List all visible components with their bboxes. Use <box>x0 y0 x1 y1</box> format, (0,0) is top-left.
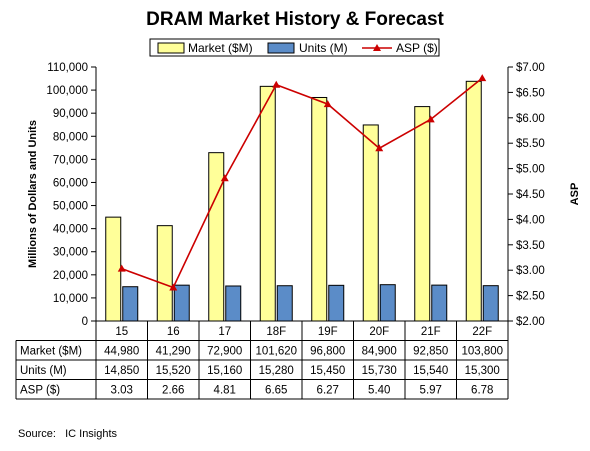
y2-tick-label: $5.00 <box>516 164 545 176</box>
asp-point <box>117 264 126 272</box>
bar-units <box>122 286 139 322</box>
table-cell: 6.78 <box>471 384 493 396</box>
y-tick-label: 50,000 <box>53 201 88 213</box>
y-tick-label: 70,000 <box>53 154 88 166</box>
y2-tick-label: $2.50 <box>516 291 545 303</box>
y2-tick-label: $5.50 <box>516 138 545 150</box>
bar-units <box>173 284 190 322</box>
table-cell: 92,850 <box>413 345 448 357</box>
bar-market <box>414 106 431 322</box>
y-tick-label: 110,000 <box>47 62 88 74</box>
table-cell: 6.27 <box>317 384 339 396</box>
table-row-label: Units (M) <box>20 365 67 377</box>
bar-market <box>208 152 225 322</box>
table-cell: 2.66 <box>162 384 184 396</box>
table-cell: 15,160 <box>207 365 242 377</box>
bar-units <box>328 284 345 322</box>
bar-market <box>465 80 482 322</box>
table-row-label: Market ($M) <box>20 345 82 357</box>
y2-tick-label: $6.50 <box>516 87 545 99</box>
table-cell: 4.81 <box>214 384 236 396</box>
table-cell: 101,620 <box>255 345 297 357</box>
bar-units <box>431 284 448 322</box>
asp-point <box>169 283 178 291</box>
y-axis-title: Millions of Dollars and Units <box>27 120 39 268</box>
y2-tick-label: $4.00 <box>516 214 545 226</box>
table-cell: 41,290 <box>156 345 191 357</box>
bar-market <box>105 216 122 322</box>
y2-tick-label: $4.50 <box>516 189 545 201</box>
table-cell: 5.40 <box>368 384 390 396</box>
asp-point <box>478 74 487 82</box>
y2-tick-label: $7.00 <box>516 62 545 74</box>
table-cell: 5.97 <box>420 384 442 396</box>
table-row-label: ASP ($) <box>20 384 60 396</box>
x-tick-label: 21F <box>421 326 441 338</box>
table-cell: 6.65 <box>265 384 287 396</box>
bar-units <box>482 285 499 322</box>
table-cell: 15,520 <box>156 365 191 377</box>
legend-label-units: Units (M) <box>299 41 348 55</box>
y2-tick-label: $3.00 <box>516 265 545 277</box>
y2-axis-title: ASP <box>569 183 581 206</box>
x-tick-label: 19F <box>318 326 338 338</box>
source-note: Source: IC Insights <box>18 428 118 440</box>
legend-swatch-units <box>267 42 295 54</box>
table-cell: 15,300 <box>465 365 500 377</box>
table-cell: 14,850 <box>104 365 139 377</box>
table-cell: 15,450 <box>310 365 345 377</box>
y-tick-label: 30,000 <box>53 247 88 259</box>
asp-point <box>375 144 384 152</box>
x-tick-label: 18F <box>266 326 286 338</box>
legend-label-asp: ASP ($) <box>396 41 438 55</box>
x-tick-label: 22F <box>472 326 492 338</box>
bar-market <box>362 124 379 322</box>
y2-tick-label: $6.00 <box>516 113 545 125</box>
y2-tick-label: $3.50 <box>516 240 545 252</box>
bar-units <box>225 285 242 322</box>
chart-title: DRAM Market History & Forecast <box>146 9 444 30</box>
bar-market <box>259 85 276 322</box>
table-cell: 3.03 <box>111 384 133 396</box>
table-cell: 103,800 <box>461 345 503 357</box>
x-tick-label: 17 <box>218 326 231 338</box>
bar-units <box>276 285 293 322</box>
y-tick-label: 20,000 <box>53 270 88 282</box>
asp-line <box>121 77 483 289</box>
asp-point <box>426 115 435 123</box>
asp-point <box>323 100 332 108</box>
y-tick-label: 40,000 <box>53 224 88 236</box>
x-tick-label: 20F <box>369 326 389 338</box>
table-cell: 15,280 <box>259 365 294 377</box>
y-tick-label: 10,000 <box>53 293 88 305</box>
table-cell: 96,800 <box>310 345 345 357</box>
x-tick-label: 16 <box>167 326 180 338</box>
asp-point <box>220 174 229 182</box>
legend-swatch-market <box>157 42 185 54</box>
y-tick-label: 80,000 <box>53 131 88 143</box>
bar-units <box>379 284 396 322</box>
y-tick-label: 100,000 <box>46 85 88 97</box>
bar-market <box>156 225 173 322</box>
x-tick-label: 15 <box>115 326 128 338</box>
y-tick-label: 90,000 <box>53 108 88 120</box>
bar-market <box>311 96 328 322</box>
legend-label-market: Market ($M) <box>188 41 253 55</box>
table-cell: 15,540 <box>413 365 448 377</box>
y2-tick-label: $2.00 <box>516 316 545 328</box>
table-cell: 84,900 <box>362 345 397 357</box>
asp-point <box>272 80 281 88</box>
y-tick-label: 0 <box>82 316 88 328</box>
table-cell: 15,730 <box>362 365 397 377</box>
table-cell: 72,900 <box>207 345 242 357</box>
y-tick-label: 60,000 <box>53 177 88 189</box>
table-cell: 44,980 <box>104 345 139 357</box>
legend-marker-asp <box>373 44 381 51</box>
